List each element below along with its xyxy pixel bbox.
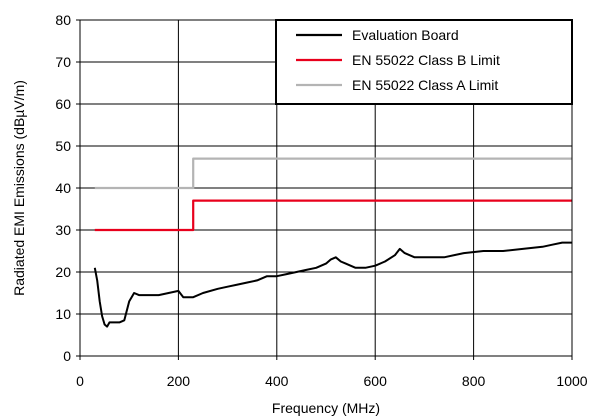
x-tick-label: 800 <box>462 373 486 389</box>
x-tick-label: 600 <box>364 373 388 389</box>
y-tick-label: 40 <box>55 180 71 196</box>
x-tick-label: 0 <box>76 373 84 389</box>
y-tick-label: 60 <box>55 96 71 112</box>
legend-label-en-55022-class-b-limit: EN 55022 Class B Limit <box>352 52 500 68</box>
legend-label-evaluation-board: Evaluation Board <box>352 27 459 43</box>
x-axis-label: Frequency (MHz) <box>272 400 380 416</box>
y-tick-label: 50 <box>55 138 71 154</box>
legend-label-en-55022-class-a-limit: EN 55022 Class A Limit <box>352 77 498 93</box>
series-line-en-55022-class-b-limit <box>94 199 572 232</box>
x-tick-label: 200 <box>167 373 191 389</box>
y-tick-label: 80 <box>55 12 71 28</box>
y-tick-label: 20 <box>55 264 71 280</box>
series-line-evaluation-board <box>93 241 572 328</box>
series-line-en-55022-class-a-limit <box>94 157 572 190</box>
y-tick-label: 10 <box>55 306 71 322</box>
y-axis-label: Radiated EMI Emissions (dBµV/m) <box>11 80 27 296</box>
chart-legend: Evaluation Board EN 55022 Class B Limit EN… <box>275 19 573 105</box>
x-tick-label: 400 <box>265 373 289 389</box>
y-tick-label: 0 <box>63 348 71 364</box>
chart-series <box>93 157 572 328</box>
y-tick-label: 30 <box>55 222 71 238</box>
y-tick-label: 70 <box>55 54 71 70</box>
x-tick-label: 1000 <box>556 373 587 389</box>
